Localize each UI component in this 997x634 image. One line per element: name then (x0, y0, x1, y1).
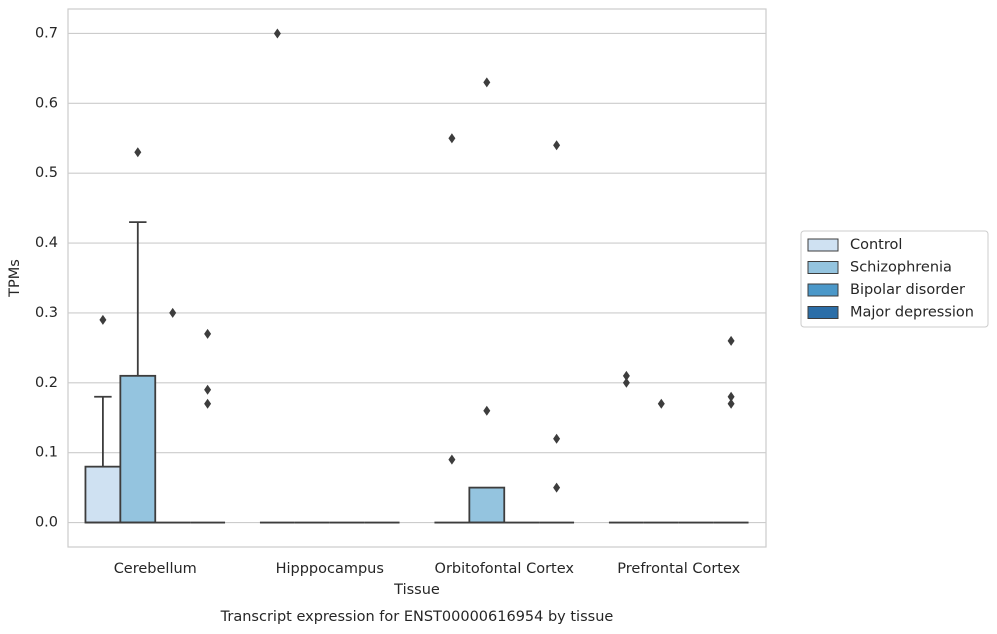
y-tick-label: 0.1 (35, 445, 58, 461)
flier (622, 377, 630, 388)
flier (622, 370, 630, 381)
y-tick-label: 0.6 (35, 95, 58, 111)
box (84, 465, 122, 524)
flier (483, 405, 491, 416)
legend-label: Control (850, 237, 902, 253)
y-axis-label: TPMs (7, 259, 23, 298)
flier (553, 482, 561, 493)
flier (169, 307, 177, 318)
y-tick-label: 0.4 (35, 235, 58, 251)
x-axis-label: Tissue (393, 582, 440, 598)
x-tick-label: Prefrontal Cortex (617, 561, 740, 577)
x-tick-label: Orbitofontal Cortex (435, 561, 575, 577)
plot-frame (67, 8, 767, 548)
x-tick-label: Cerebellum (114, 561, 197, 577)
flier (204, 398, 212, 409)
legend-swatch (807, 261, 839, 274)
flier (273, 28, 281, 39)
legend-label: Schizophrenia (850, 260, 952, 276)
flier (204, 384, 212, 395)
y-tick-label: 0.3 (35, 305, 58, 321)
box (119, 374, 157, 524)
legend-frame (800, 230, 989, 328)
y-tick-label: 0.5 (35, 165, 58, 181)
legend-swatch (807, 306, 839, 319)
flier (727, 398, 735, 409)
flier (727, 335, 735, 346)
y-tick-label: 0.2 (35, 375, 58, 391)
flier (727, 391, 735, 402)
chart-title: Transcript expression for ENST0000061695… (220, 609, 614, 625)
legend-swatch (807, 238, 839, 252)
legend-label: Bipolar disorder (850, 282, 965, 298)
legend-label: Major depression (850, 305, 974, 321)
flier (448, 454, 456, 465)
flier (134, 147, 142, 158)
flier (99, 314, 107, 325)
flier (448, 133, 456, 144)
flier (483, 77, 491, 88)
flier (553, 433, 561, 444)
box (468, 486, 506, 524)
flier (553, 140, 561, 151)
legend-swatch (807, 283, 839, 297)
x-tick-label: Hipppocampus (276, 561, 384, 577)
y-tick-label: 0.0 (35, 515, 58, 531)
y-tick-label: 0.7 (35, 25, 58, 41)
flier (204, 328, 212, 339)
flier (657, 398, 665, 409)
